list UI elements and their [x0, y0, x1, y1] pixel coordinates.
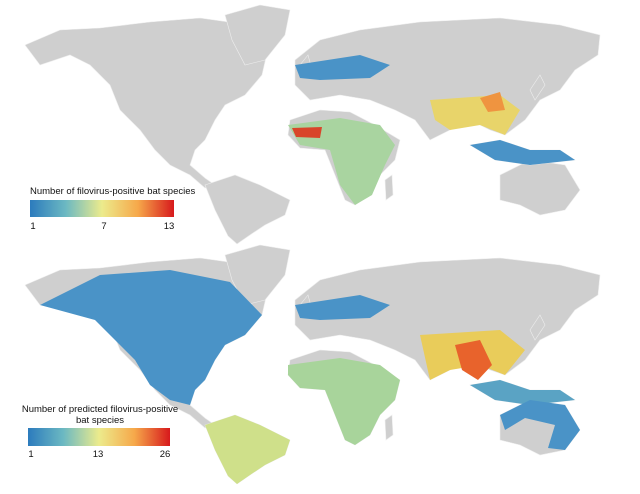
legend-tick: 7: [101, 221, 106, 232]
legend-title: Number of predicted filovirus-positive: [22, 404, 178, 415]
range-australia: [500, 400, 580, 450]
range-africa: [288, 118, 395, 205]
legend-tick: 26: [160, 449, 171, 460]
color-ramp: [28, 428, 170, 446]
hotspot-west-africa: [292, 127, 322, 138]
range-europe: [295, 295, 390, 320]
range-north-america: [40, 270, 262, 405]
range-indonesia: [470, 380, 575, 405]
map-predicted: [24, 244, 601, 485]
legend-title: Number of filovirus-positive bat species: [30, 186, 196, 197]
hotspot-china: [480, 92, 505, 112]
legend-predicted: Number of predicted filovirus-positive b…: [22, 404, 178, 460]
map-observed: [24, 4, 601, 245]
color-ramp: [30, 200, 174, 217]
range-africa: [288, 358, 400, 445]
legend-tick: 1: [28, 449, 33, 460]
legend-observed: Number of filovirus-positive bat species…: [30, 186, 196, 232]
range-europe: [295, 55, 390, 80]
legend-title: bat species: [76, 415, 124, 426]
hotspot-southeast-asia: [455, 340, 492, 380]
legend-tick: 1: [30, 221, 35, 232]
range-south-america: [205, 415, 290, 484]
legend-tick: 13: [93, 449, 104, 460]
range-indonesia: [470, 140, 575, 165]
legend-tick: 13: [164, 221, 175, 232]
